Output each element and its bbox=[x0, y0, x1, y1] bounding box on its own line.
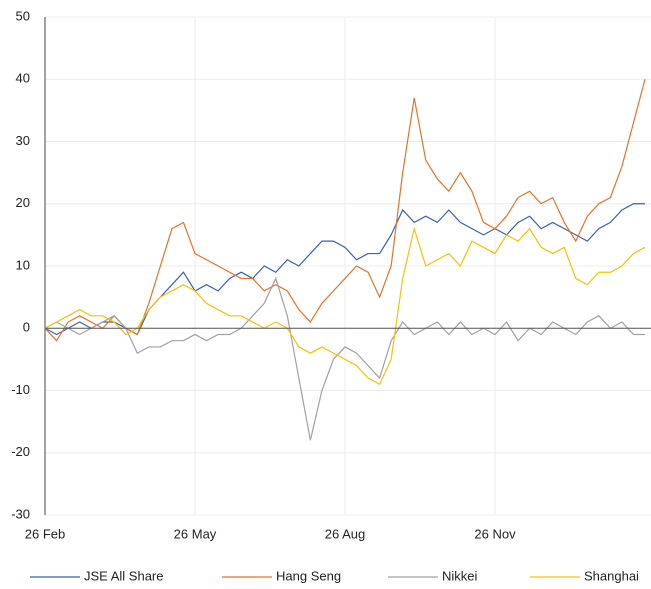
series-line bbox=[44, 276, 645, 441]
legend-label: JSE All Share bbox=[84, 568, 164, 583]
y-tick-label: 50 bbox=[16, 8, 30, 23]
y-tick-label: 30 bbox=[16, 133, 30, 148]
x-tick-label: 26 Feb bbox=[25, 526, 65, 541]
y-tick-label: -30 bbox=[11, 506, 30, 521]
legend-label: Hang Seng bbox=[276, 568, 341, 583]
y-tick-label: -20 bbox=[11, 444, 30, 459]
y-tick-label: 20 bbox=[16, 195, 30, 210]
legend-label: Nikkei bbox=[442, 568, 478, 583]
series-line bbox=[44, 203, 645, 336]
series-line bbox=[44, 79, 646, 342]
y-tick-label: 0 bbox=[23, 320, 30, 335]
x-tick-label: 26 Aug bbox=[325, 526, 366, 541]
y-tick-label: 10 bbox=[16, 257, 30, 272]
x-tick-label: 26 May bbox=[174, 526, 217, 541]
y-tick-label: 40 bbox=[16, 71, 30, 86]
y-tick-label: -10 bbox=[11, 382, 30, 397]
x-tick-label: 26 Nov bbox=[474, 526, 516, 541]
legend-label: Shanghai bbox=[584, 568, 639, 583]
series-line bbox=[44, 226, 646, 386]
